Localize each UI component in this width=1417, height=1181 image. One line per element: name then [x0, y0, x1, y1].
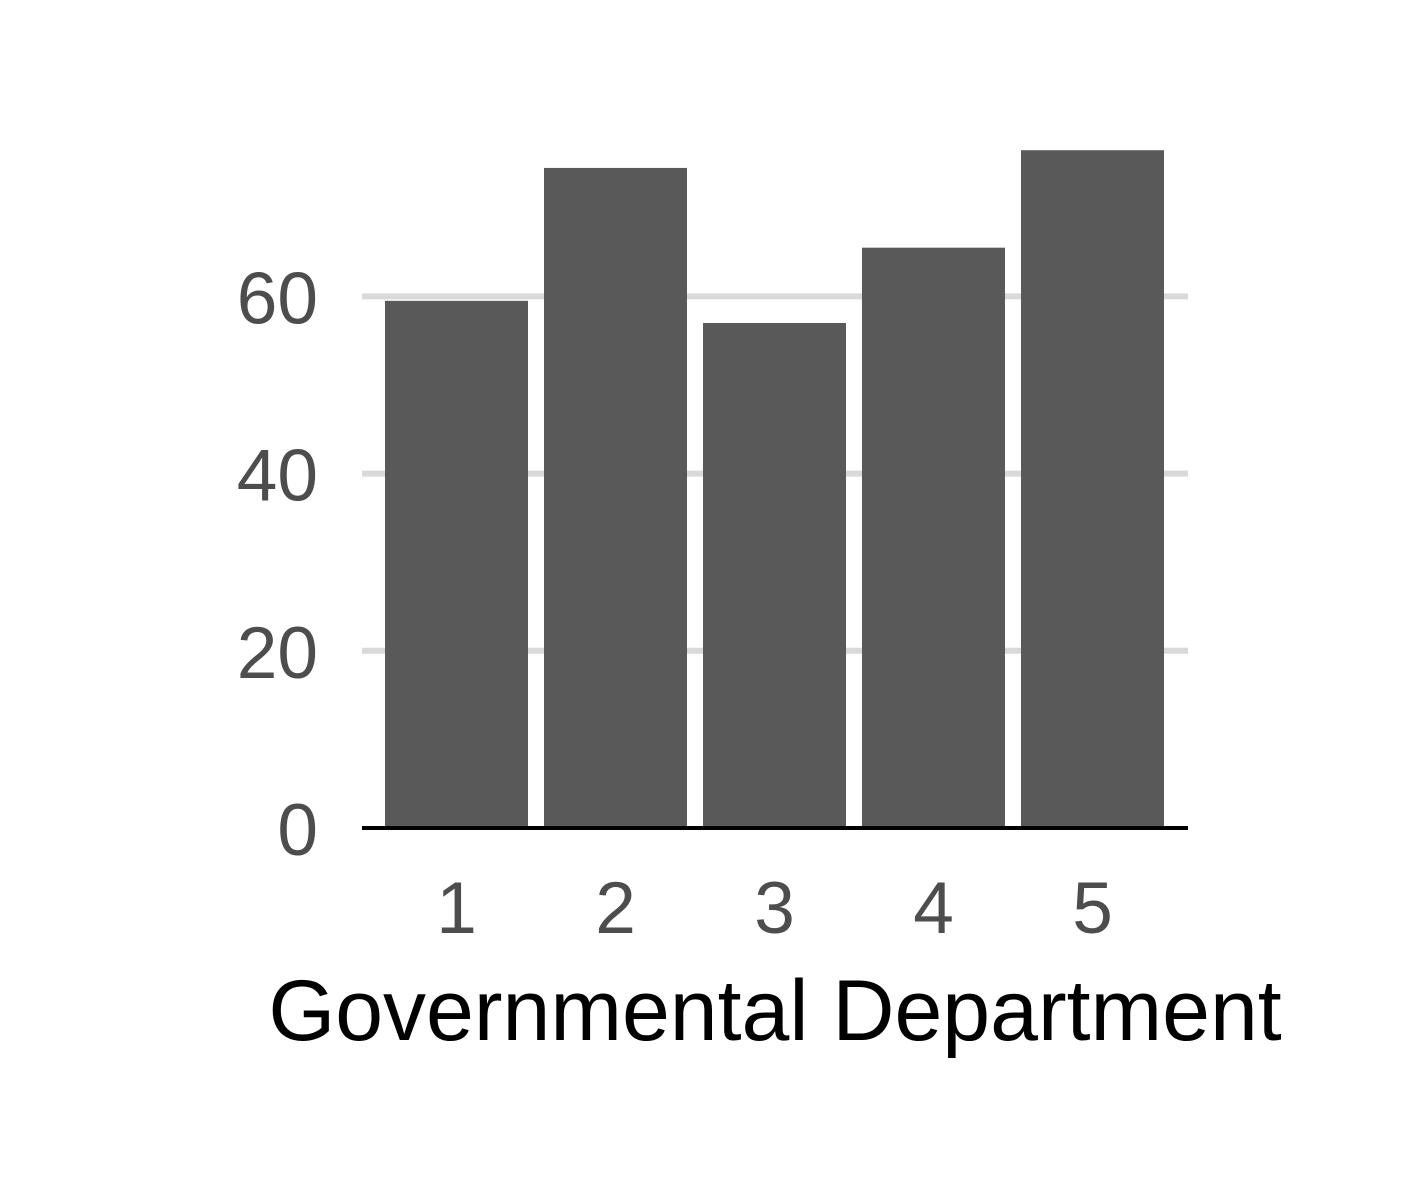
x-tick-label-1: 1 — [436, 868, 477, 949]
bar-3 — [703, 322, 846, 828]
y-tick-label-20: 20 — [237, 613, 318, 694]
bar-4 — [862, 247, 1005, 829]
bars — [385, 150, 1164, 829]
y-tick-label-60: 60 — [237, 258, 318, 339]
y-tick-label-40: 40 — [237, 436, 318, 517]
x-tick-label-4: 4 — [913, 868, 954, 949]
x-tick-label-3: 3 — [754, 868, 795, 949]
bar-5 — [1021, 150, 1164, 828]
bar-2 — [544, 167, 687, 828]
x-axis-title: Governmental Department — [268, 963, 1281, 1059]
y-tick-label-0: 0 — [277, 790, 318, 871]
y-axis-tick-labels: 0 20 40 60 — [237, 258, 318, 871]
bar-1 — [385, 300, 528, 829]
x-tick-label-2: 2 — [595, 868, 636, 949]
x-tick-label-5: 5 — [1072, 868, 1113, 949]
x-axis-tick-labels: 1 2 3 4 5 — [436, 868, 1113, 949]
